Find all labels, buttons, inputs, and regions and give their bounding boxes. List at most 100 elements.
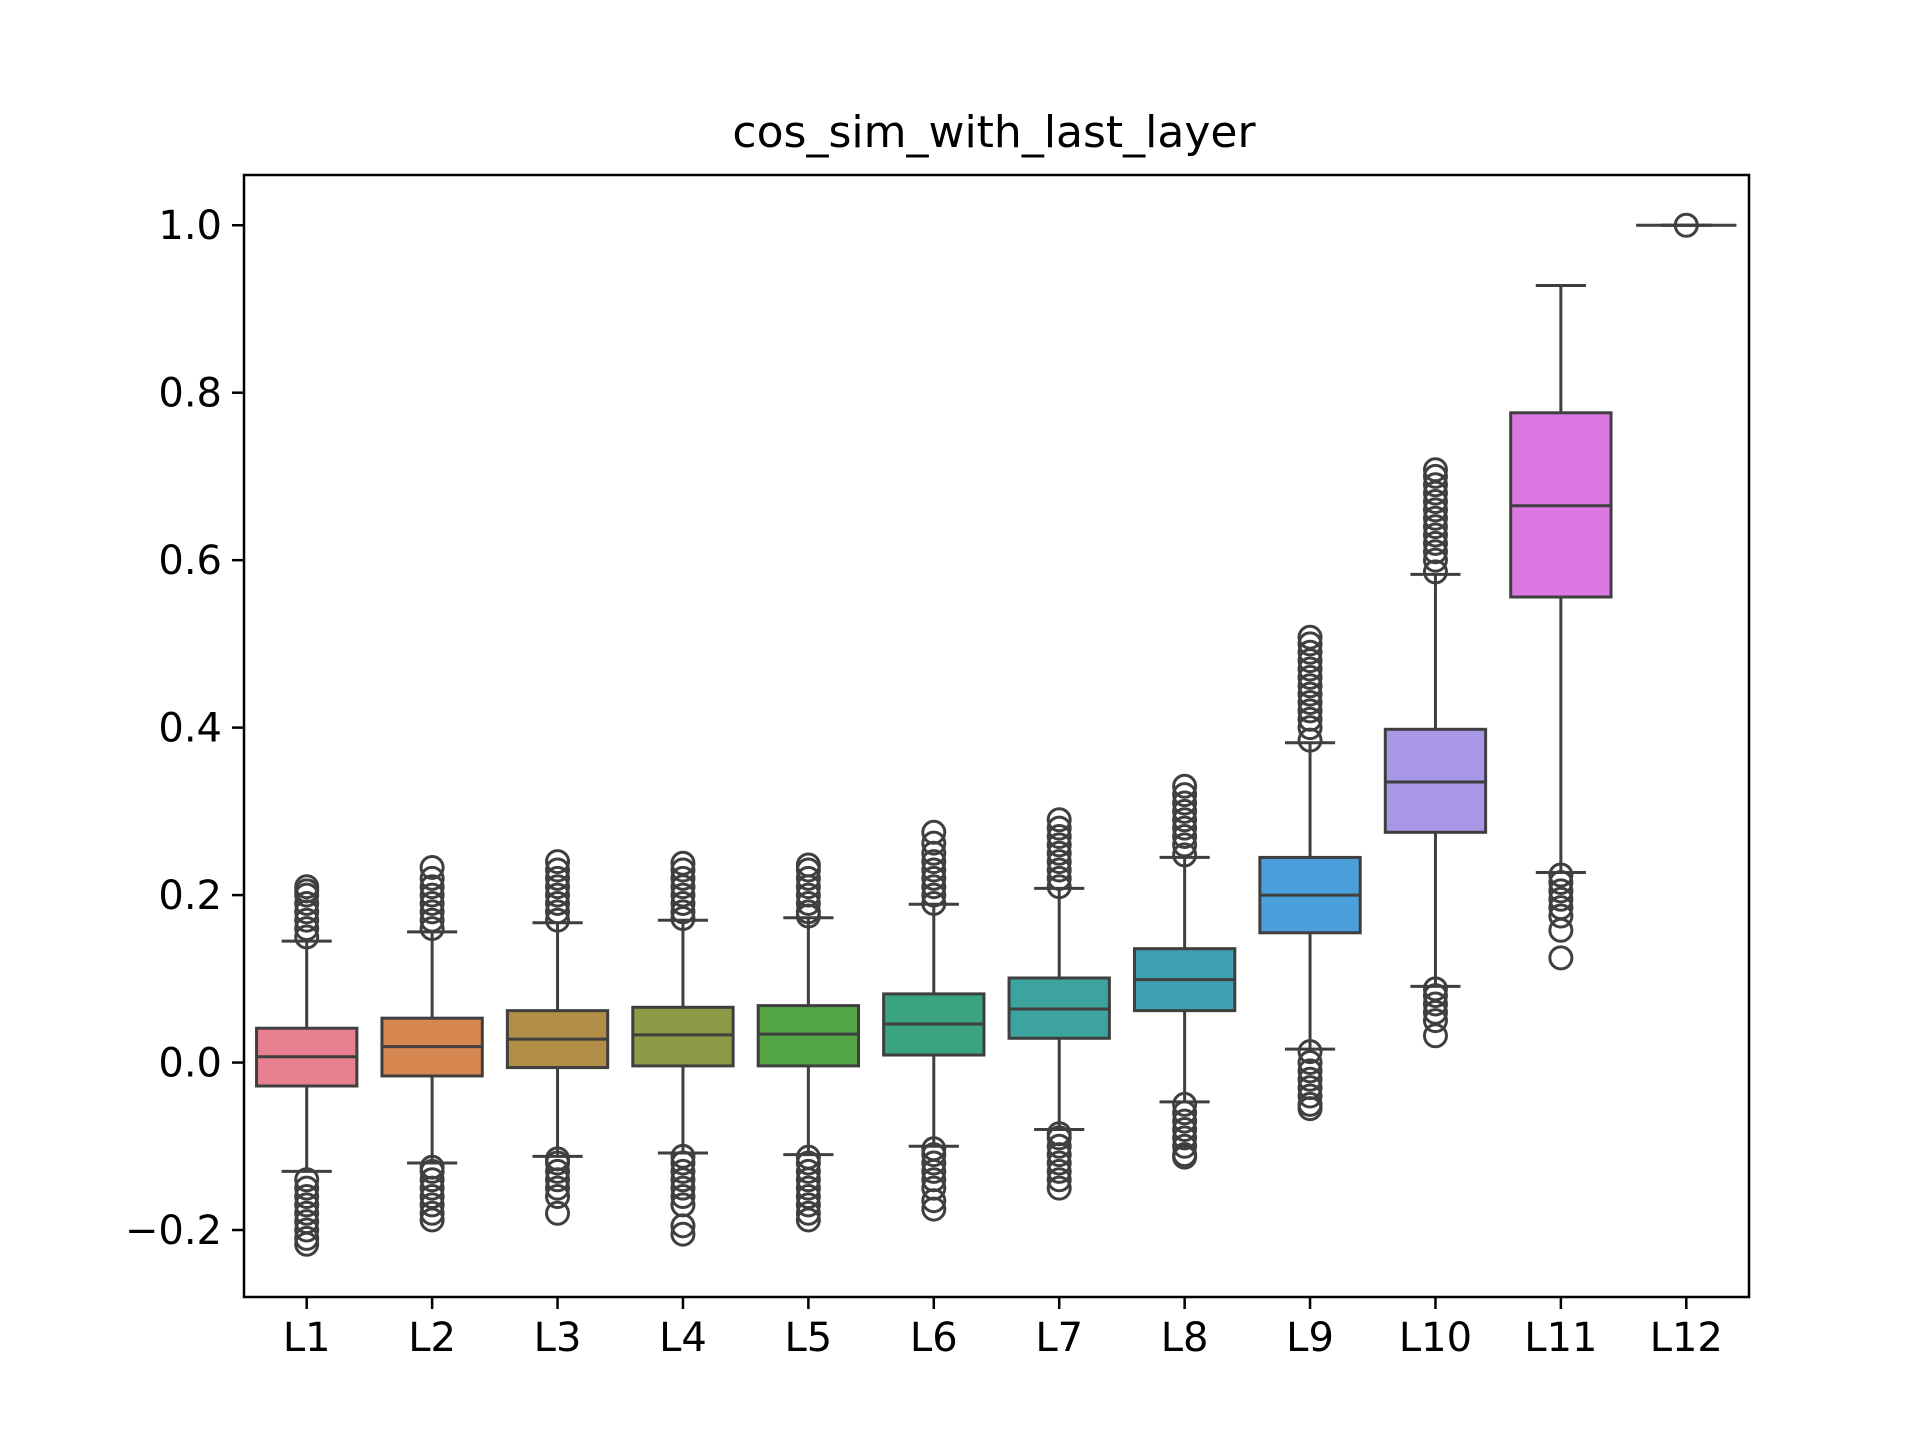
outlier-point: [1172, 782, 1198, 808]
outlier-point: [1297, 681, 1323, 707]
outlier-point: [545, 890, 571, 916]
outlier-point: [1046, 823, 1072, 849]
outlier-point: [921, 882, 947, 908]
x-tick-label: L11: [1524, 1315, 1597, 1361]
box-body: [631, 1005, 735, 1068]
outlier-point: [1297, 706, 1323, 732]
outlier-point: [921, 890, 947, 916]
outlier-point: [670, 857, 696, 883]
outlier-point: [1172, 815, 1198, 841]
box-group-l10: [1383, 457, 1488, 1049]
outlier-point: [294, 1231, 320, 1257]
outlier-point: [1046, 1167, 1072, 1193]
outlier-point: [1297, 1083, 1323, 1109]
outlier-point: [1548, 886, 1574, 912]
outlier-point: [921, 1196, 947, 1222]
outlier-point: [1548, 945, 1574, 971]
x-tick-label: L7: [1035, 1315, 1083, 1361]
box-group-l11: [1509, 284, 1613, 971]
outlier-point: [1046, 1150, 1072, 1176]
box-body: [756, 1004, 861, 1068]
outlier-point: [1548, 903, 1574, 929]
outlier-point: [419, 907, 445, 933]
outlier-point: [1172, 1117, 1198, 1143]
outlier-point: [921, 1158, 947, 1184]
outlier-point: [419, 865, 445, 891]
outlier-point: [545, 1158, 571, 1184]
outlier-point: [1422, 530, 1448, 556]
outlier-point: [670, 1184, 696, 1210]
outlier-point: [1046, 1142, 1072, 1168]
outlier-point: [545, 1175, 571, 1201]
box-group-l12: [1636, 212, 1737, 238]
outlier-point: [670, 850, 696, 876]
outlier-point: [921, 874, 947, 900]
outlier-point: [545, 1167, 571, 1193]
box-group-l1: [255, 874, 359, 1257]
outlier-point: [670, 1150, 696, 1176]
outlier-point: [1422, 463, 1448, 489]
outlier-point: [921, 849, 947, 875]
outlier-point: [1046, 815, 1072, 841]
outlier-point: [1046, 1125, 1072, 1151]
outlier-point: [1046, 849, 1072, 875]
outlier-point: [1297, 673, 1323, 699]
outlier-point: [1297, 631, 1323, 657]
outlier-point: [419, 890, 445, 916]
outlier-point: [1422, 505, 1448, 531]
outlier-point: [294, 924, 320, 950]
box-group-l7: [1007, 807, 1111, 1201]
outlier-point: [795, 882, 821, 908]
outlier-point: [1172, 1133, 1198, 1159]
y-tick-label: 0.2: [158, 873, 222, 919]
outlier-point: [419, 899, 445, 925]
outlier-point: [545, 907, 571, 933]
y-tick-label: 0.8: [158, 371, 222, 417]
outlier-point: [795, 865, 821, 891]
outlier-point: [294, 874, 320, 900]
outlier-point: [294, 890, 320, 916]
outlier-point: [294, 1184, 320, 1210]
outlier-point: [294, 907, 320, 933]
outlier-point: [1172, 807, 1198, 833]
outlier-point: [1297, 1039, 1323, 1065]
outlier-point: [921, 865, 947, 891]
outlier-point: [1422, 559, 1448, 585]
outlier-point: [795, 899, 821, 925]
box-group-l3: [505, 849, 610, 1226]
outlier-point: [1297, 1050, 1323, 1076]
outlier-point: [1172, 1108, 1198, 1134]
outlier-point: [1422, 983, 1448, 1009]
outlier-point: [1422, 991, 1448, 1017]
outlier-point: [1046, 1175, 1072, 1201]
outlier-point: [294, 1167, 320, 1193]
outlier-point: [1046, 857, 1072, 883]
outlier-point: [670, 1158, 696, 1184]
outlier-point: [1422, 489, 1448, 515]
outlier-point: [1297, 656, 1323, 682]
outlier-point: [670, 882, 696, 908]
outlier-point: [1172, 1100, 1198, 1126]
outlier-point: [1046, 865, 1072, 891]
outlier-point: [1172, 823, 1198, 849]
outlier-point: [1422, 497, 1448, 523]
y-tick-label: 0.4: [158, 706, 222, 752]
x-tick-label: L1: [283, 1315, 331, 1361]
outlier-point: [545, 1200, 571, 1226]
outlier-point: [1422, 457, 1448, 483]
x-tick-label: L10: [1399, 1315, 1472, 1361]
x-tick-label: L3: [534, 1315, 582, 1361]
outlier-point: [1422, 472, 1448, 498]
outlier-point: [545, 899, 571, 925]
outlier-point: [1172, 1125, 1198, 1151]
outlier-point: [1422, 1008, 1448, 1034]
outlier-point: [795, 1158, 821, 1184]
outlier-point: [670, 890, 696, 916]
outlier-point: [419, 1158, 445, 1184]
outlier-point: [545, 1184, 571, 1210]
outlier-point: [1046, 874, 1072, 900]
outlier-point: [1297, 1066, 1323, 1092]
outlier-point: [294, 1217, 320, 1243]
